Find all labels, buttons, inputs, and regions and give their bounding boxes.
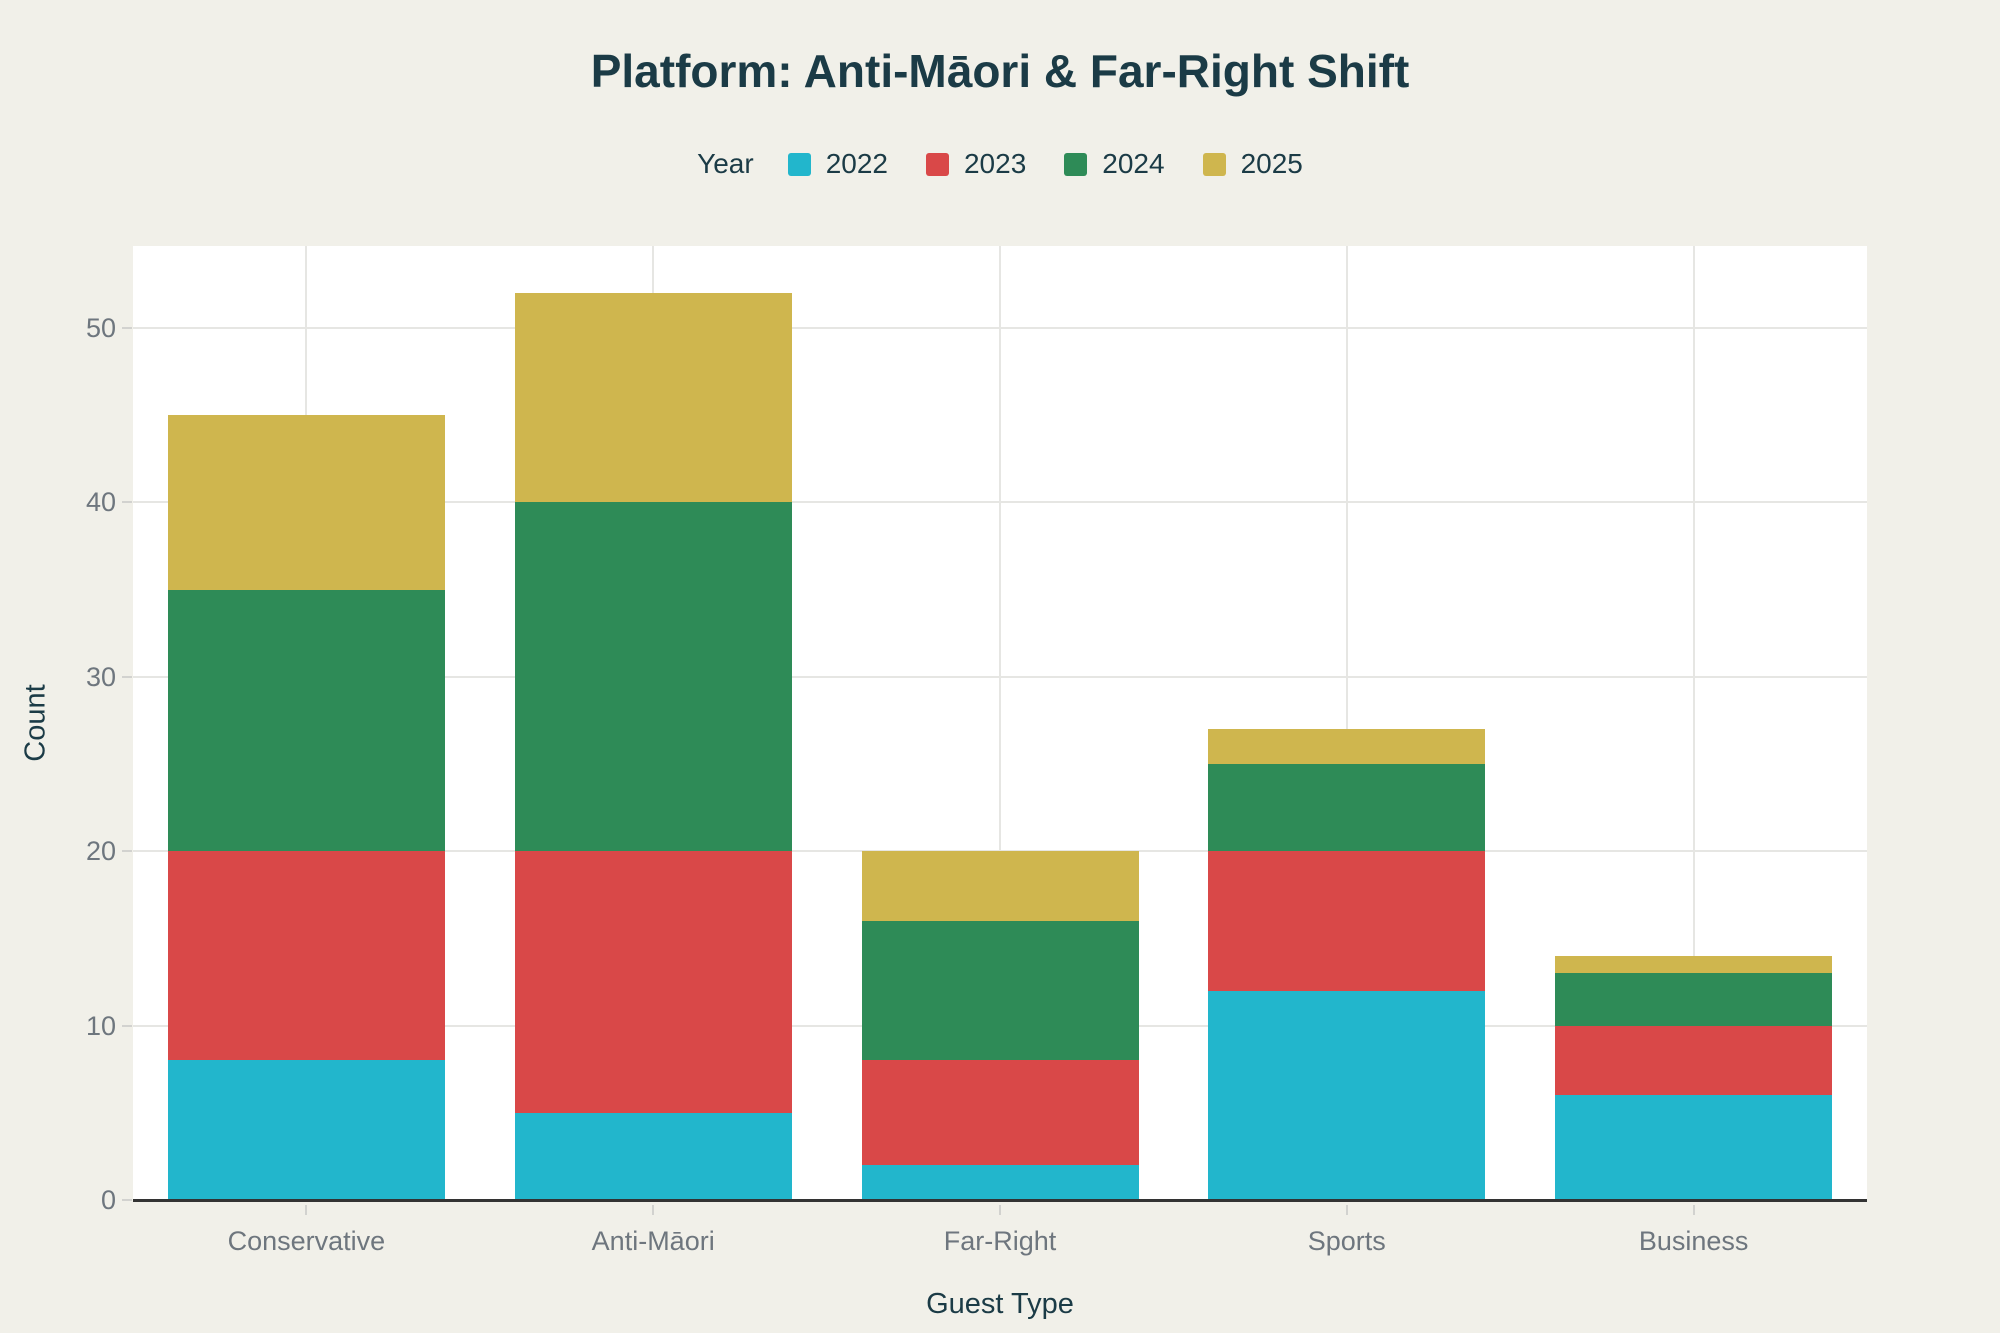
- legend-swatch-2022: [787, 152, 811, 176]
- legend: Year 2022 2023 2024 2025: [0, 148, 2000, 180]
- y-tick-mark: [122, 1024, 132, 1027]
- legend-label-2024: 2024: [1102, 148, 1165, 179]
- bar-Conservative: [167, 415, 445, 1200]
- x-axis-line: [133, 1199, 1867, 1202]
- bar-Anti-Māori: [514, 293, 792, 1200]
- bar-Sports: [1208, 729, 1486, 1200]
- y-tick-mark: [122, 675, 132, 678]
- y-tick-mark: [122, 1199, 132, 1201]
- bar-segment-2025: [167, 415, 445, 590]
- bar-segment-2023: [514, 851, 792, 1113]
- legend-item-2023[interactable]: 2023: [925, 148, 1027, 180]
- x-tick-mark: [999, 1205, 1001, 1215]
- bar-segment-2025: [1208, 729, 1486, 765]
- legend-title: Year: [697, 148, 754, 179]
- x-tick-mark: [652, 1205, 655, 1215]
- bar-segment-2022: [514, 1112, 792, 1200]
- x-tick-mark: [1345, 1205, 1348, 1215]
- bar-segment-2024: [1208, 764, 1486, 852]
- x-tick-mark: [305, 1205, 308, 1215]
- bar-segment-2024: [861, 920, 1139, 1061]
- bar-segment-2022: [167, 1060, 445, 1200]
- x-tick-label: Conservative: [227, 1226, 386, 1256]
- legend-items: 2022 2023 2024 2025: [787, 148, 1303, 180]
- y-tick-label: 40: [85, 487, 116, 518]
- chart-title: Platform: Anti-Māori & Far-Right Shift: [590, 45, 1410, 97]
- bar-segment-2022: [861, 1165, 1139, 1200]
- legend-swatch-2024: [1064, 152, 1088, 176]
- bar-Far-Right: [861, 851, 1139, 1200]
- bar-segment-2024: [1555, 973, 1833, 1026]
- bar-segment-2025: [861, 851, 1139, 921]
- y-tick-label: 10: [85, 1010, 116, 1041]
- y-tick-mark: [122, 501, 132, 504]
- bar-segment-2024: [514, 502, 792, 852]
- x-tick-label: Sports: [1307, 1226, 1386, 1256]
- bar-segment-2025: [514, 293, 792, 503]
- legend-item-2024[interactable]: 2024: [1064, 148, 1165, 180]
- x-tick-label: Anti-Māori: [591, 1226, 715, 1256]
- legend-item-2025[interactable]: 2025: [1202, 148, 1303, 180]
- x-gridline: [1345, 246, 1348, 1200]
- y-tick-label: 50: [85, 312, 116, 343]
- bar-segment-2022: [1555, 1095, 1833, 1200]
- legend-label-2023: 2023: [963, 148, 1027, 179]
- x-tick-label: Business: [1638, 1226, 1749, 1256]
- y-tick-label: 20: [85, 836, 116, 867]
- bar-Business: [1555, 955, 1833, 1200]
- y-tick-label: 30: [85, 661, 116, 692]
- y-tick-mark: [122, 326, 132, 329]
- x-tick-label: Far-Right: [943, 1226, 1057, 1256]
- bar-segment-2024: [167, 589, 445, 852]
- legend-label-2025: 2025: [1240, 148, 1303, 179]
- bar-segment-2023: [861, 1060, 1139, 1166]
- legend-swatch-2023: [925, 152, 949, 176]
- legend-swatch-2025: [1202, 152, 1226, 176]
- legend-label-2022: 2022: [825, 148, 888, 179]
- bar-segment-2023: [1555, 1025, 1833, 1096]
- bar-segment-2022: [1208, 990, 1486, 1200]
- y-tick-mark: [122, 850, 132, 853]
- plot-area: [133, 246, 1867, 1200]
- legend-item-2022[interactable]: 2022: [787, 148, 888, 180]
- x-axis-title: Guest Type: [926, 1288, 1074, 1320]
- bar-segment-2025: [1555, 955, 1833, 974]
- bar-segment-2023: [1208, 851, 1486, 991]
- x-gridline: [1692, 246, 1695, 1200]
- bar-segment-2023: [167, 851, 445, 1061]
- y-axis-title: Count: [19, 684, 52, 762]
- x-gridline: [999, 246, 1001, 1200]
- x-tick-mark: [1692, 1205, 1695, 1215]
- y-tick-label: 0: [100, 1185, 116, 1215]
